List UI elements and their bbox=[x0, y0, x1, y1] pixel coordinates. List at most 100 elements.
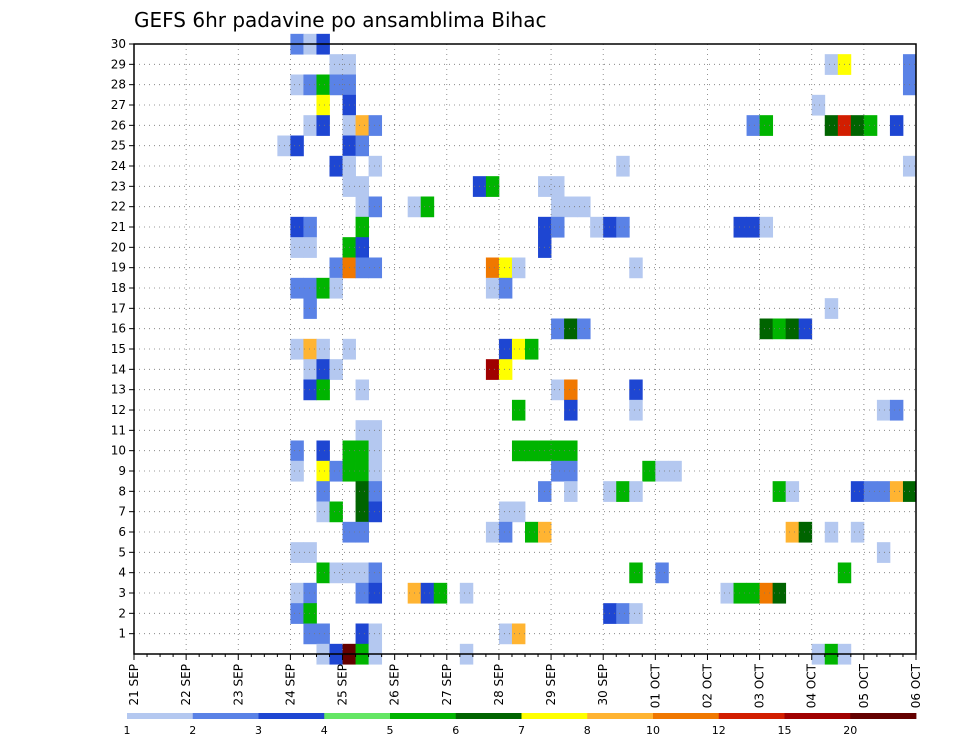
y-tick-label: 15 bbox=[111, 342, 126, 356]
heatmap-cell bbox=[316, 277, 330, 299]
heatmap-cell bbox=[290, 440, 304, 462]
y-tick-label: 10 bbox=[111, 444, 126, 458]
heatmap-cell bbox=[746, 115, 760, 136]
heatmap-cell bbox=[564, 481, 578, 502]
legend-swatch bbox=[390, 713, 457, 719]
x-tick-label: 28 SEP bbox=[492, 664, 506, 706]
heatmap-cell bbox=[551, 196, 565, 218]
heatmap-cell bbox=[824, 115, 839, 136]
heatmap-cell bbox=[551, 440, 565, 462]
y-tick-label: 25 bbox=[111, 139, 126, 153]
heatmap-cell bbox=[759, 216, 774, 238]
heatmap-cell bbox=[564, 379, 578, 401]
y-tick-label: 6 bbox=[118, 525, 126, 539]
heatmap-cell bbox=[368, 623, 383, 645]
heatmap-cell bbox=[290, 603, 304, 624]
heatmap-cell bbox=[785, 481, 800, 502]
heatmap-cell bbox=[811, 94, 826, 116]
heatmap-cell bbox=[290, 542, 304, 563]
heatmap-cell bbox=[759, 582, 774, 604]
heatmap-cell bbox=[355, 440, 369, 462]
y-tick-label: 24 bbox=[111, 159, 126, 173]
y-tick-label: 22 bbox=[111, 200, 126, 214]
legend-label: 5 bbox=[387, 724, 394, 737]
heatmap-cell bbox=[498, 257, 513, 279]
x-tick-label: 23 SEP bbox=[231, 664, 245, 706]
heatmap-cell bbox=[368, 257, 383, 279]
y-tick-label: 29 bbox=[111, 57, 126, 71]
heatmap-cell bbox=[329, 562, 343, 584]
heatmap-cell bbox=[420, 196, 435, 218]
heatmap-cell bbox=[616, 481, 630, 502]
heatmap-cell bbox=[355, 176, 369, 197]
heatmap-cell bbox=[303, 74, 317, 96]
legend-label: 10 bbox=[646, 724, 660, 737]
heatmap-cell bbox=[785, 318, 800, 340]
heatmap-cell bbox=[889, 481, 904, 502]
heatmap-cell bbox=[303, 338, 317, 360]
heatmap-cell bbox=[485, 176, 500, 197]
legend-swatch bbox=[653, 713, 720, 719]
heatmap-cell bbox=[564, 196, 578, 218]
x-tick-label: 24 SEP bbox=[283, 664, 297, 706]
legend-swatch bbox=[324, 713, 391, 719]
heatmap-cell bbox=[303, 379, 317, 401]
heatmap-cell bbox=[629, 379, 643, 401]
y-tick-label: 19 bbox=[111, 261, 126, 275]
heatmap-cell bbox=[329, 359, 343, 380]
grid-layer bbox=[133, 43, 917, 654]
heatmap-cell bbox=[355, 623, 369, 645]
heatmap-cell bbox=[303, 216, 317, 238]
heatmap-cell bbox=[551, 216, 565, 238]
heatmap-cell bbox=[485, 277, 500, 299]
legend-swatch bbox=[850, 713, 917, 719]
y-tick-label: 20 bbox=[111, 240, 126, 254]
heatmap-cell bbox=[498, 277, 513, 299]
y-tick-label: 18 bbox=[111, 281, 126, 295]
x-axis: 21 SEP 22 SEP 23 SEP 24 SEP 25 SEP 26 SEP 27 S… bbox=[127, 654, 923, 708]
y-tick-label: 7 bbox=[118, 505, 126, 519]
heatmap-cell bbox=[824, 521, 839, 543]
heatmap-cell bbox=[498, 338, 513, 360]
heatmap-cell bbox=[329, 155, 343, 177]
heatmap-cell bbox=[551, 460, 565, 482]
heatmap-cell bbox=[616, 155, 630, 177]
heatmap-cell bbox=[355, 379, 369, 401]
heatmap-cell bbox=[889, 399, 904, 421]
heatmap-cell bbox=[316, 379, 330, 401]
heatmap-cell bbox=[368, 420, 383, 441]
x-tick-label: 02 OCT bbox=[700, 663, 714, 708]
heatmap-cell bbox=[316, 501, 330, 523]
heatmap-cell bbox=[303, 623, 317, 645]
heatmap-cell bbox=[577, 318, 591, 340]
y-tick-label: 4 bbox=[118, 566, 126, 580]
heatmap-cell bbox=[316, 440, 330, 462]
heatmap-cell bbox=[290, 216, 304, 238]
heatmap-cell bbox=[485, 257, 500, 279]
heatmap-cell bbox=[459, 582, 474, 604]
heatmap-cell bbox=[511, 501, 526, 523]
y-tick-label: 26 bbox=[111, 118, 126, 132]
heatmap-cell bbox=[498, 521, 513, 543]
heatmap-cell bbox=[720, 582, 734, 604]
legend-swatch bbox=[258, 713, 325, 719]
x-tick-label: 05 OCT bbox=[857, 663, 871, 708]
x-tick-label: 01 OCT bbox=[648, 663, 662, 708]
heatmap-cell bbox=[485, 359, 500, 380]
legend-label: 15 bbox=[778, 724, 792, 737]
x-tick-label: 06 OCT bbox=[909, 663, 923, 708]
legend-swatch bbox=[587, 713, 654, 719]
legend-swatch bbox=[127, 713, 194, 719]
y-tick-label: 9 bbox=[118, 464, 126, 478]
legend-label: 3 bbox=[255, 724, 262, 737]
x-tick-label: 26 SEP bbox=[388, 664, 402, 706]
heatmap-cell bbox=[511, 257, 526, 279]
heatmap-cell bbox=[355, 460, 369, 482]
cells-layer bbox=[277, 33, 917, 665]
heatmap-cell bbox=[433, 582, 448, 604]
heatmap-cell bbox=[551, 379, 565, 401]
heatmap-cell bbox=[863, 115, 878, 136]
heatmap-cell bbox=[316, 460, 330, 482]
heatmap-cell bbox=[303, 277, 317, 299]
